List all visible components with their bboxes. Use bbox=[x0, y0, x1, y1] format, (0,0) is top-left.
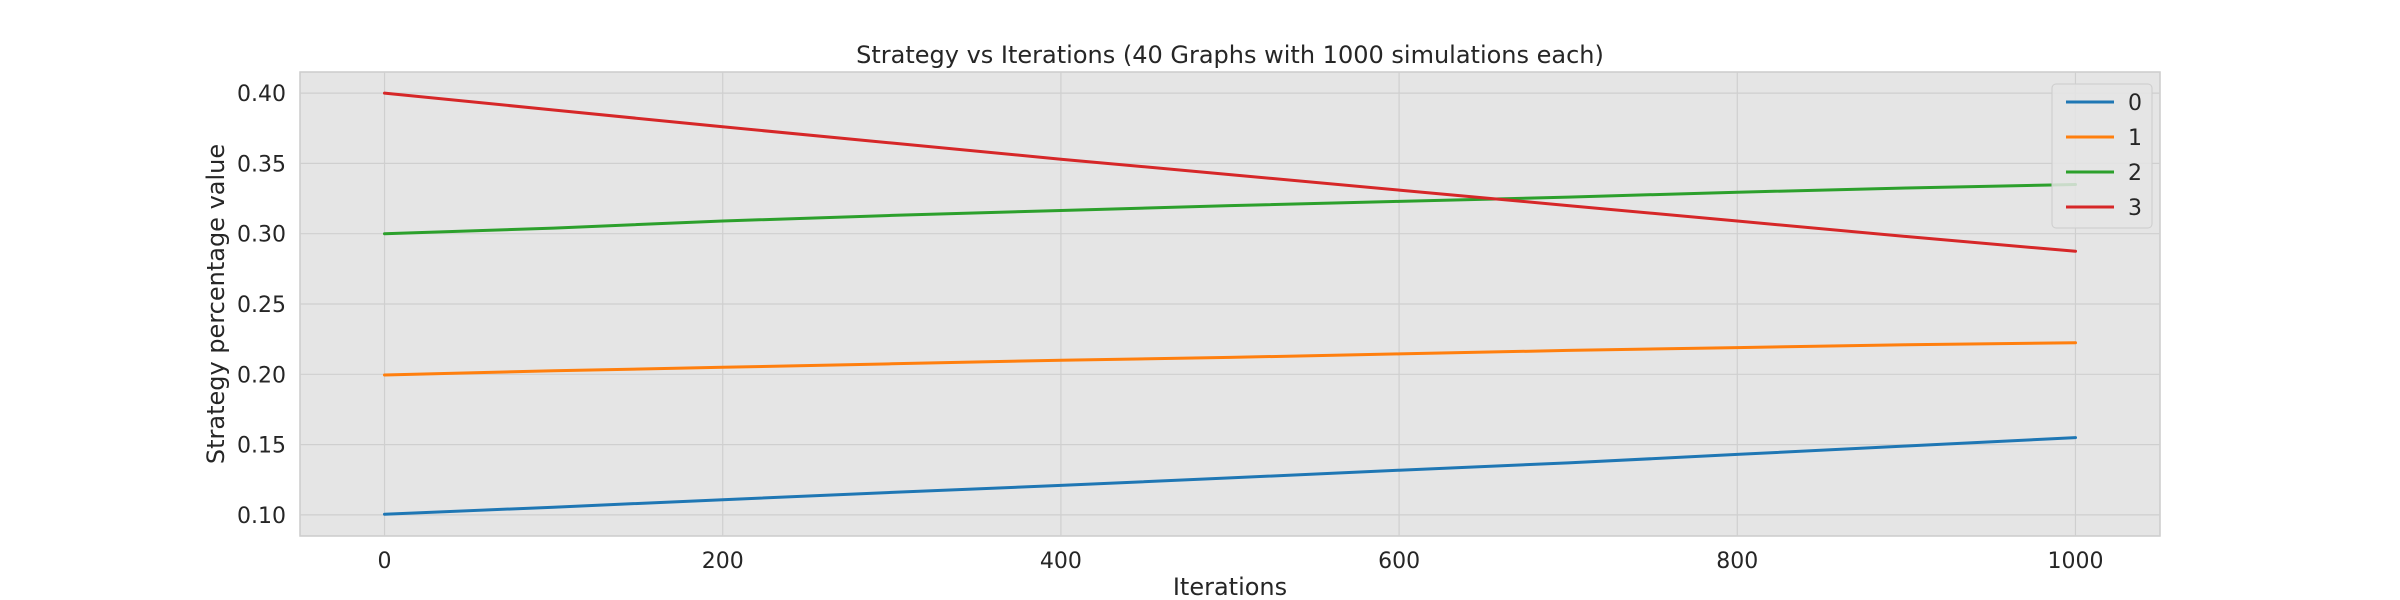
y-tick-labels: 0.10 0.15 0.20 0.25 0.30 0.35 0.40 bbox=[237, 82, 286, 529]
legend: 0 1 2 3 bbox=[2051, 83, 2153, 229]
series-line-2 bbox=[383, 183, 2077, 236]
legend-label-3: 3 bbox=[2128, 196, 2142, 221]
y-axis-title: Strategy percentage value bbox=[202, 144, 230, 464]
x-tick-label: 1000 bbox=[2047, 549, 2103, 574]
y-tick-label: 0.20 bbox=[237, 363, 286, 388]
y-tick-label: 0.35 bbox=[237, 152, 286, 177]
series-lines bbox=[383, 91, 2077, 516]
chart-title: Strategy vs Iterations (40 Graphs with 1… bbox=[856, 41, 1604, 69]
legend-label-0: 0 bbox=[2128, 91, 2142, 116]
x-tick-label: 800 bbox=[1716, 549, 1758, 574]
x-tick-label: 600 bbox=[1378, 549, 1420, 574]
series-line-1 bbox=[383, 341, 2077, 377]
y-tick-label: 0.40 bbox=[237, 82, 286, 107]
legend-box bbox=[2051, 83, 2153, 229]
series-line-0 bbox=[383, 436, 2077, 516]
y-tick-label: 0.30 bbox=[237, 223, 286, 248]
x-tick-labels: 0 200 400 600 800 1000 bbox=[378, 549, 2104, 574]
x-tick-label: 400 bbox=[1040, 549, 1082, 574]
x-axis-title: Iterations bbox=[1173, 573, 1287, 600]
y-tick-label: 0.15 bbox=[237, 434, 286, 459]
series-line-3 bbox=[383, 91, 2077, 253]
x-tick-label: 0 bbox=[378, 549, 392, 574]
x-tick-label: 200 bbox=[702, 549, 744, 574]
legend-label-1: 1 bbox=[2128, 126, 2142, 151]
legend-label-2: 2 bbox=[2128, 161, 2142, 186]
y-tick-label: 0.25 bbox=[237, 293, 286, 318]
y-tick-label: 0.10 bbox=[237, 504, 286, 529]
